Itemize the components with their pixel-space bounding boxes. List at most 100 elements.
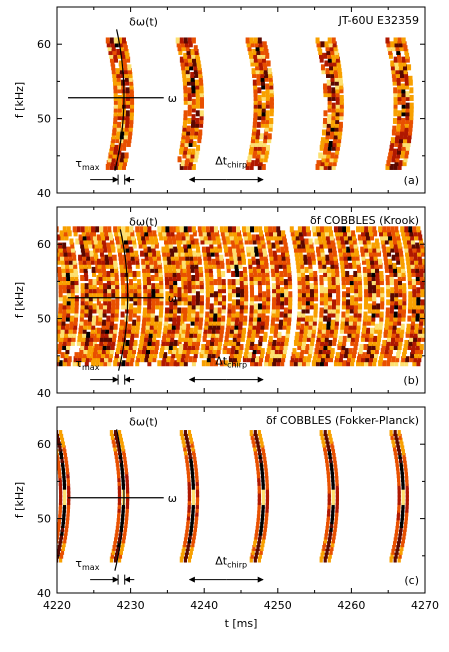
cell: [261, 537, 266, 544]
cell: [299, 254, 304, 261]
cell: [397, 279, 402, 286]
cell: [177, 246, 182, 253]
cell: [203, 352, 208, 359]
cell: [240, 250, 245, 257]
cell: [125, 472, 129, 479]
cell: [151, 246, 156, 253]
cell: [391, 335, 396, 342]
cell: [99, 360, 104, 367]
cell: [169, 303, 174, 310]
cell: [371, 279, 376, 286]
cell: [72, 226, 77, 233]
cell: [372, 295, 377, 302]
cell: [367, 315, 372, 322]
cell: [405, 83, 410, 90]
cell: [157, 262, 162, 269]
cell: [149, 352, 154, 359]
cell: [208, 262, 213, 269]
cell: [265, 307, 270, 314]
cell: [392, 79, 397, 86]
cell: [410, 238, 415, 245]
cell: [195, 479, 199, 486]
cell: [108, 356, 113, 363]
cell: [98, 275, 103, 282]
cell: [321, 437, 325, 444]
cell: [187, 117, 192, 124]
cell: [298, 230, 303, 237]
cell: [52, 434, 55, 440]
cell: [330, 266, 335, 273]
cell: [173, 339, 178, 346]
cell: [268, 125, 273, 132]
cell: [288, 283, 293, 290]
cell: [247, 327, 252, 334]
cell: [111, 156, 116, 163]
cell: [313, 315, 318, 322]
cell: [245, 344, 250, 351]
cell: [292, 348, 297, 355]
cell: [145, 327, 150, 334]
cell: [397, 52, 402, 59]
cell: [327, 541, 331, 548]
cell: [183, 275, 188, 282]
cell: [324, 533, 328, 540]
cell: [334, 75, 339, 82]
cell: [400, 121, 405, 128]
cell: [404, 79, 409, 86]
cell: [331, 37, 336, 44]
cell: [209, 287, 214, 294]
cell: [411, 266, 416, 273]
cell: [338, 335, 343, 342]
cell: [183, 117, 188, 124]
cell: [57, 468, 61, 475]
cell: [258, 140, 263, 147]
cell: [331, 491, 335, 498]
cell: [83, 348, 88, 355]
cell: [185, 525, 189, 532]
cell: [316, 246, 321, 253]
cell: [409, 87, 414, 94]
cell: [297, 279, 302, 286]
cell: [168, 238, 173, 245]
cell: [411, 307, 416, 314]
cell: [191, 283, 196, 290]
cell: [335, 283, 340, 290]
cell: [194, 468, 198, 475]
cell: [362, 238, 367, 245]
cell: [312, 323, 317, 330]
cell: [224, 339, 229, 346]
cell: [195, 270, 200, 277]
cell: [104, 356, 109, 363]
cell: [331, 483, 335, 490]
cell: [401, 506, 405, 513]
cell: [125, 91, 130, 98]
cell: [224, 246, 229, 253]
cell: [266, 283, 271, 290]
cell: [110, 315, 115, 322]
cell: [89, 230, 94, 237]
cell: [72, 258, 77, 265]
cell: [66, 483, 71, 490]
cell: [253, 37, 258, 44]
cell: [66, 472, 70, 479]
cell: [253, 148, 258, 155]
cell: [395, 437, 399, 444]
cell: [397, 270, 402, 277]
cell: [267, 242, 272, 249]
cell: [257, 144, 262, 151]
cell: [353, 315, 358, 322]
cell: [108, 335, 113, 342]
cell: [152, 230, 157, 237]
cell: [389, 556, 393, 563]
cell: [142, 311, 147, 318]
cell: [115, 299, 120, 306]
cell: [189, 258, 194, 265]
cell: [169, 299, 174, 306]
cell: [89, 250, 94, 257]
cell: [258, 160, 263, 167]
cell: [391, 68, 396, 75]
cell: [350, 299, 355, 306]
cell: [331, 487, 335, 494]
cell: [130, 250, 135, 257]
cell: [321, 234, 326, 241]
